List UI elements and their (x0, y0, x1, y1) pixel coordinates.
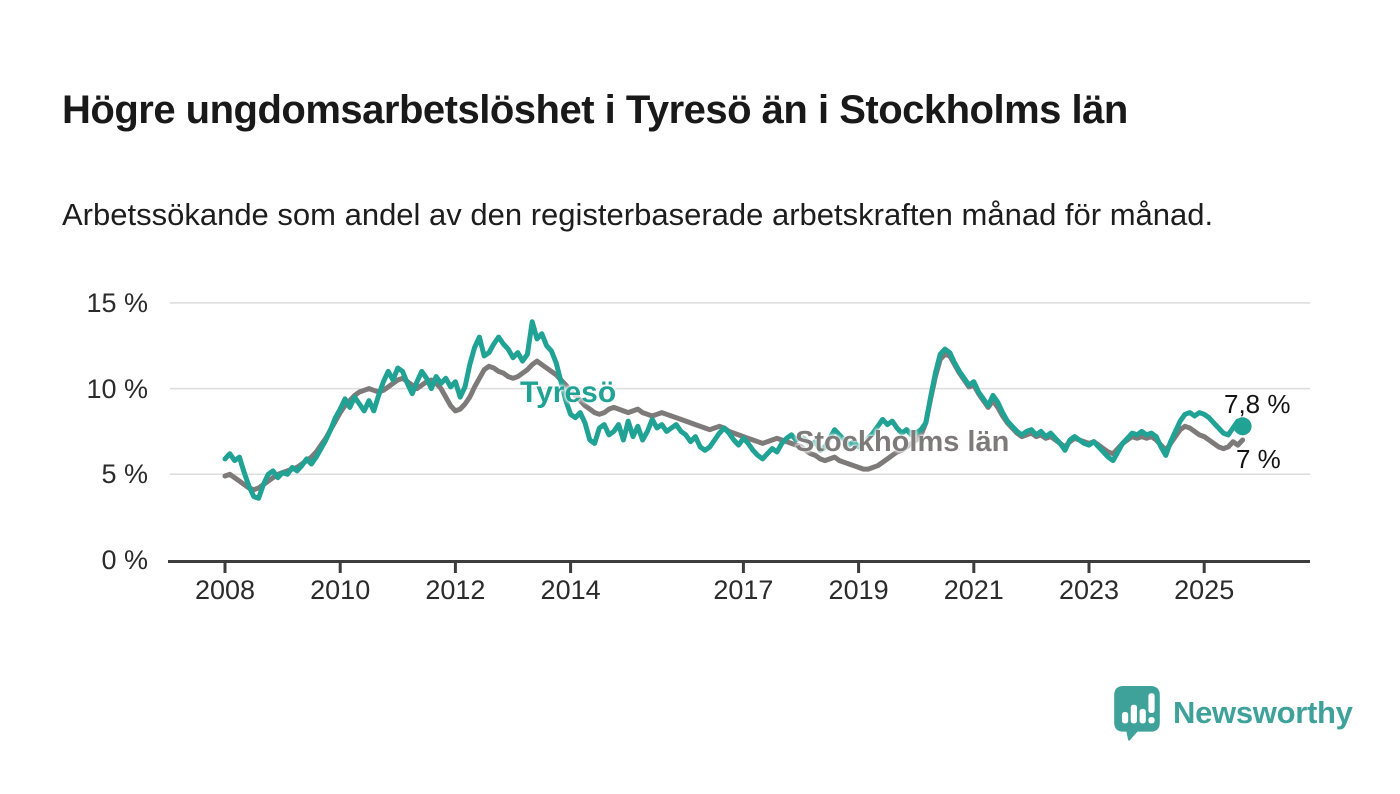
page-title: Högre ungdomsarbetslöshet i Tyresö än i … (62, 87, 1128, 132)
end-value-label-stockholms-lan: 7 % (1236, 444, 1281, 474)
x-axis-label-2017: 2017 (713, 575, 774, 605)
newsworthy-brand-text: Newsworthy (1173, 695, 1353, 730)
x-axis-label-2023: 2023 (1058, 575, 1120, 605)
y-axis-label-0: 0 % (101, 545, 148, 575)
newsworthy-brand: Newsworthy (1113, 684, 1353, 742)
x-axis-label-2014: 2014 (540, 575, 601, 605)
logo-bar-3 (1139, 708, 1146, 724)
x-axis-label-2019: 2019 (828, 575, 889, 605)
x-axis-label-2010: 2010 (310, 575, 371, 605)
series-label-stockholms-lan: Stockholms län (795, 426, 1010, 458)
y-axis-label-10: 10 % (86, 373, 148, 404)
logo-bar-2 (1130, 704, 1137, 724)
y-axis-label-5: 5 % (101, 459, 148, 490)
series-line-stockholms-lan (222, 351, 1246, 493)
x-axis-label-2021: 2021 (943, 575, 1004, 605)
newsworthy-logo-icon (1114, 686, 1160, 741)
y-axis-label-15: 15 % (86, 287, 148, 318)
x-axis-label-2012: 2012 (425, 575, 486, 605)
logo-exclamation-bar (1148, 693, 1155, 713)
x-axis-label-2025: 2025 (1174, 575, 1235, 605)
series-line-tyreso (222, 319, 1246, 501)
logo-bar-1 (1121, 711, 1129, 724)
chart-subtitle: Arbetssökande som andel av den registerb… (62, 197, 1214, 232)
series-label-tyreso: Tyresö (520, 376, 617, 409)
end-value-label-tyreso: 7,8 % (1224, 389, 1291, 419)
x-axis-label-2008: 2008 (194, 575, 256, 605)
logo-exclamation-dot (1148, 717, 1155, 724)
